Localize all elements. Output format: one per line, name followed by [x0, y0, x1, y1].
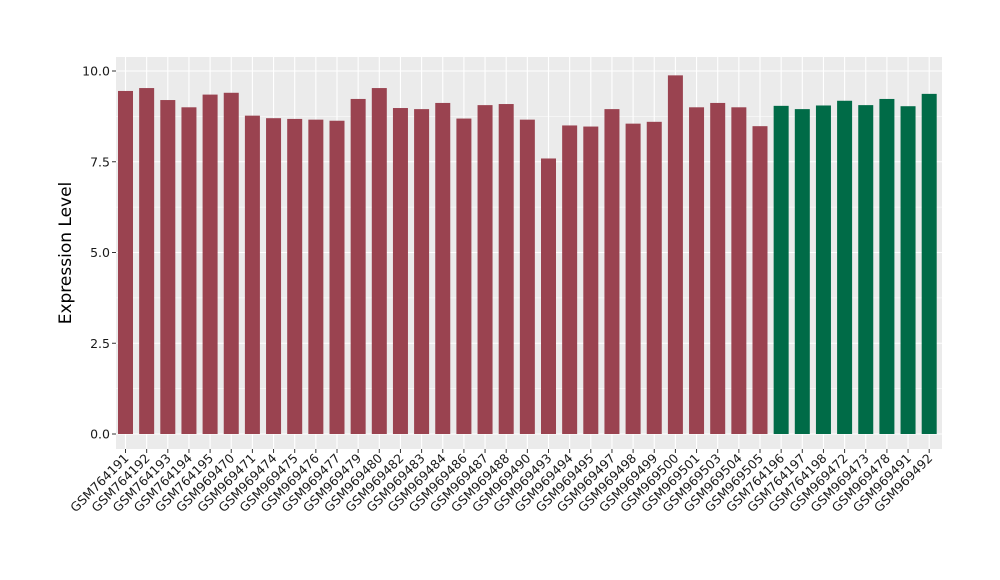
bar-GSM969497: [604, 109, 620, 435]
bar-GSM969472: [837, 100, 853, 435]
bar-GSM969478: [879, 98, 895, 435]
x-axis-ticks: GSM764191GSM764192GSM764193GSM764194GSM7…: [67, 449, 935, 515]
bar-GSM969487: [477, 105, 493, 434]
bar-GSM969484: [435, 102, 451, 434]
bar-GSM969500: [667, 75, 683, 434]
bar-GSM969471: [244, 115, 260, 435]
y-tick-label: 2.5: [90, 336, 110, 351]
y-axis-title: Expression Level: [56, 182, 76, 325]
bar-GSM764197: [794, 109, 810, 435]
bar-GSM969474: [266, 118, 282, 434]
y-axis-ticks: 0.0 2.5 5.0 7.5 10.0: [82, 64, 116, 442]
bar-GSM969498: [625, 123, 641, 434]
bar-GSM969493: [541, 158, 556, 434]
bars: [118, 75, 937, 435]
bar-GSM969475: [287, 118, 303, 434]
bar-GSM764192: [139, 88, 155, 434]
bar-GSM969491: [900, 106, 916, 434]
bar-GSM969470: [223, 92, 239, 434]
bar-GSM969505: [752, 126, 768, 435]
bar-GSM969477: [329, 120, 345, 434]
bar-GSM764193: [160, 100, 176, 434]
bar-GSM969503: [710, 102, 726, 434]
y-tick-label: 0.0: [90, 427, 110, 442]
bar-GSM969486: [456, 118, 472, 434]
bar-GSM764194: [181, 107, 197, 435]
bar-GSM969490: [519, 119, 535, 434]
bar-GSM764191: [118, 90, 133, 434]
bar-GSM764198: [815, 105, 831, 435]
bar-GSM969492: [921, 93, 937, 434]
bar-GSM969494: [562, 125, 578, 434]
y-tick-label: 7.5: [90, 154, 110, 169]
bar-GSM969499: [646, 121, 662, 434]
y-tick-label: 10.0: [82, 64, 110, 79]
bar-GSM969480: [371, 88, 387, 434]
bar-GSM969501: [689, 107, 705, 435]
bar-GSM969482: [392, 108, 408, 434]
bar-GSM969476: [308, 119, 324, 434]
bar-GSM764195: [202, 94, 218, 434]
bar-GSM969473: [858, 105, 874, 434]
bar-GSM969483: [414, 109, 430, 435]
bar-GSM969479: [350, 98, 366, 435]
bar-GSM969504: [731, 107, 747, 435]
y-tick-label: 5.0: [90, 245, 110, 260]
bar-GSM969488: [498, 104, 514, 435]
bar-GSM969495: [583, 126, 599, 434]
bar-GSM764196: [773, 105, 789, 435]
